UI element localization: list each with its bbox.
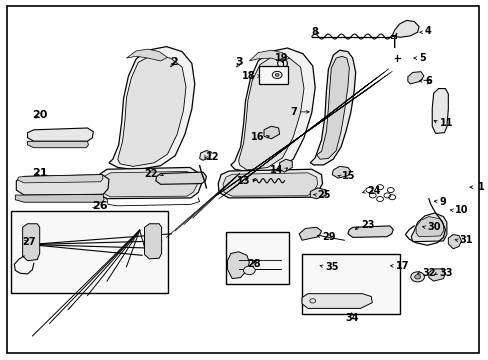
Polygon shape: [264, 126, 279, 139]
Text: 35: 35: [325, 262, 338, 272]
Polygon shape: [410, 213, 446, 242]
Text: 12: 12: [205, 152, 219, 162]
Circle shape: [275, 73, 279, 76]
Circle shape: [410, 272, 424, 282]
Text: 31: 31: [458, 235, 471, 245]
Text: 14: 14: [269, 165, 283, 175]
Polygon shape: [22, 224, 40, 261]
Text: 23: 23: [361, 220, 374, 230]
Text: 2: 2: [169, 57, 177, 67]
Polygon shape: [302, 294, 371, 309]
Polygon shape: [368, 258, 396, 269]
Polygon shape: [310, 188, 326, 199]
Polygon shape: [415, 217, 443, 237]
Text: 32: 32: [422, 268, 435, 278]
Polygon shape: [331, 166, 350, 178]
Polygon shape: [223, 173, 317, 196]
Polygon shape: [218, 169, 322, 198]
Text: 34: 34: [345, 313, 358, 323]
Polygon shape: [447, 234, 461, 249]
Polygon shape: [144, 224, 161, 259]
Polygon shape: [96, 167, 201, 199]
Text: 11: 11: [439, 118, 452, 128]
Polygon shape: [15, 194, 104, 202]
Text: 21: 21: [32, 168, 48, 178]
Text: 15: 15: [341, 171, 355, 181]
Text: 20: 20: [32, 111, 48, 121]
Text: 1: 1: [477, 182, 483, 192]
Polygon shape: [428, 269, 445, 281]
Text: 17: 17: [395, 261, 408, 271]
Polygon shape: [16, 175, 109, 195]
Bar: [259, 66, 288, 84]
Polygon shape: [27, 128, 93, 141]
Text: 28: 28: [247, 259, 261, 269]
Text: 26: 26: [92, 201, 108, 211]
Polygon shape: [238, 56, 304, 170]
Text: 30: 30: [427, 222, 440, 232]
Polygon shape: [316, 56, 348, 159]
Polygon shape: [109, 46, 194, 170]
Polygon shape: [431, 89, 447, 134]
Bar: [11, 211, 168, 293]
Polygon shape: [310, 50, 355, 165]
Text: 25: 25: [317, 190, 330, 200]
Polygon shape: [347, 226, 392, 237]
Circle shape: [243, 266, 255, 275]
Text: 6: 6: [424, 76, 431, 86]
Polygon shape: [156, 172, 206, 184]
Polygon shape: [391, 21, 418, 37]
Text: 24: 24: [366, 186, 380, 197]
Text: 8: 8: [311, 27, 318, 37]
Text: 19: 19: [275, 53, 288, 63]
Text: 27: 27: [22, 237, 36, 247]
Polygon shape: [199, 150, 211, 160]
Polygon shape: [101, 171, 197, 197]
Polygon shape: [118, 55, 185, 166]
Text: 10: 10: [454, 206, 468, 216]
Text: 4: 4: [424, 26, 431, 36]
Polygon shape: [299, 227, 321, 240]
Polygon shape: [249, 50, 289, 62]
Polygon shape: [407, 72, 423, 84]
Bar: [302, 254, 399, 315]
Text: 18: 18: [242, 71, 255, 81]
Text: 33: 33: [439, 268, 452, 278]
Polygon shape: [227, 252, 249, 279]
Polygon shape: [279, 159, 292, 172]
Polygon shape: [27, 141, 88, 148]
Polygon shape: [126, 49, 167, 61]
Text: 3: 3: [235, 57, 243, 67]
Text: 5: 5: [418, 53, 425, 63]
Bar: [225, 232, 289, 284]
Polygon shape: [18, 175, 103, 183]
Circle shape: [414, 275, 420, 279]
Text: 9: 9: [439, 197, 446, 207]
Text: 22: 22: [144, 168, 158, 179]
Text: 29: 29: [322, 232, 335, 242]
Text: 7: 7: [290, 107, 297, 117]
Text: 13: 13: [236, 176, 250, 186]
Polygon shape: [230, 48, 315, 173]
Text: 16: 16: [250, 132, 264, 142]
